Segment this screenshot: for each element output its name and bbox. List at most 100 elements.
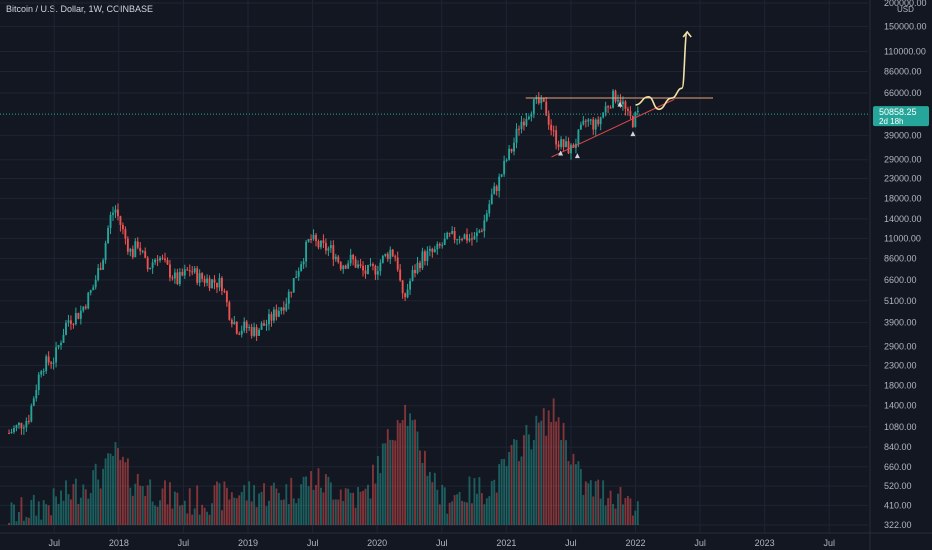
candle-body xyxy=(263,323,265,326)
volume-bar xyxy=(248,481,251,525)
candle-body xyxy=(320,240,322,248)
candle-body xyxy=(136,241,139,248)
candle-body xyxy=(441,244,444,246)
candle-body xyxy=(228,302,231,320)
candle-body xyxy=(55,347,58,363)
volume-bar xyxy=(433,472,436,525)
time-tick-label: Jul xyxy=(178,538,190,548)
candle-body xyxy=(349,254,352,264)
volume-bar xyxy=(92,470,95,525)
candle-body xyxy=(446,232,449,239)
volume-bar xyxy=(258,493,261,525)
candle-body xyxy=(146,257,149,270)
volume-bar xyxy=(72,484,75,525)
volume-bar xyxy=(198,514,201,525)
candle-body xyxy=(384,253,387,256)
candle-body xyxy=(30,405,33,422)
volume-bar xyxy=(67,494,70,525)
candle-body xyxy=(277,311,280,317)
volume-bar xyxy=(500,459,503,525)
price-tick-label: 2900.00 xyxy=(884,342,917,352)
time-tick-label: Jul xyxy=(823,538,835,548)
candle-body xyxy=(634,112,637,127)
candle-body xyxy=(287,291,290,304)
candle-body xyxy=(27,420,30,422)
candle-body xyxy=(282,307,285,311)
candle-body xyxy=(10,431,13,434)
candle-body xyxy=(409,280,412,290)
volume-bar xyxy=(18,512,20,525)
candle-body xyxy=(285,303,288,311)
volume-bar xyxy=(404,404,407,525)
price-axis[interactable]: 200000.00 150000.00 110000.00 86000.00 66000… xyxy=(869,0,927,550)
candle-body xyxy=(94,279,97,288)
volume-bar xyxy=(79,497,82,525)
time-tick-label: Jul xyxy=(307,538,319,548)
projection-curve[interactable] xyxy=(635,30,692,111)
candle-body xyxy=(92,287,95,291)
candle-body xyxy=(602,112,605,118)
candle-body xyxy=(579,124,582,130)
price-tick-label: 18000.00 xyxy=(884,193,922,203)
volume-bar xyxy=(510,444,513,525)
volume-bar xyxy=(260,491,263,525)
candle-body xyxy=(389,249,392,259)
volume-bar xyxy=(292,498,295,525)
volume-bar xyxy=(562,422,565,525)
volume-bar xyxy=(587,483,590,525)
time-axis[interactable]: Jul 2018 Jul 2019 Jul 2020 Jul 2021 Jul 2022 Jul 20… xyxy=(0,532,932,548)
candle-body xyxy=(245,321,248,328)
volume-bar xyxy=(446,513,449,525)
volume-bar xyxy=(535,415,538,525)
volume-bar xyxy=(181,504,184,525)
candle-body xyxy=(126,238,129,252)
support-line[interactable] xyxy=(551,98,675,158)
candle-body xyxy=(20,422,23,429)
candle-body xyxy=(557,144,560,148)
volume-bar xyxy=(243,485,246,525)
candle-body xyxy=(253,327,256,336)
price-tick-label: 150000.00 xyxy=(884,21,927,31)
volume-bar xyxy=(37,501,40,525)
volume-bar xyxy=(463,501,466,525)
volume-bar xyxy=(396,420,399,525)
volume-bar xyxy=(354,507,357,525)
volume-bar xyxy=(631,515,634,525)
candle-body xyxy=(223,290,226,292)
volume-bar xyxy=(399,423,402,525)
price-tick-label: 6600.00 xyxy=(884,275,917,285)
candle-body xyxy=(37,374,40,391)
volume-bar xyxy=(423,450,426,525)
candle-body xyxy=(473,236,476,240)
candle-body xyxy=(248,327,251,329)
volume-bar xyxy=(466,502,468,525)
candle-body xyxy=(530,113,533,117)
candle-body xyxy=(532,99,535,114)
volume-bar xyxy=(572,453,575,525)
volume-bar xyxy=(104,458,107,525)
candle-body xyxy=(176,272,179,285)
price-tick-label: 1400.00 xyxy=(884,401,917,411)
price-tick-label: 86000.00 xyxy=(884,66,922,76)
candle-body xyxy=(295,276,298,279)
candle-body xyxy=(500,174,503,177)
price-tick-label: 520.00 xyxy=(884,481,912,491)
volume-bar xyxy=(480,493,483,525)
volume-bar xyxy=(57,503,60,525)
candle-body xyxy=(483,220,486,232)
volume-bar xyxy=(537,422,540,525)
candle-body xyxy=(69,320,72,324)
volume-bar xyxy=(265,506,268,525)
candle-body xyxy=(8,433,10,435)
volume-bar xyxy=(518,461,520,525)
volume-bar xyxy=(515,439,518,525)
volume-bar xyxy=(352,492,355,525)
candle-body xyxy=(65,322,67,335)
candle-body xyxy=(622,101,624,105)
volume-bar xyxy=(32,494,35,525)
candle-body xyxy=(515,128,518,143)
volume-bar xyxy=(211,503,213,525)
volume-bar xyxy=(550,422,553,525)
volume-bar xyxy=(312,489,315,525)
